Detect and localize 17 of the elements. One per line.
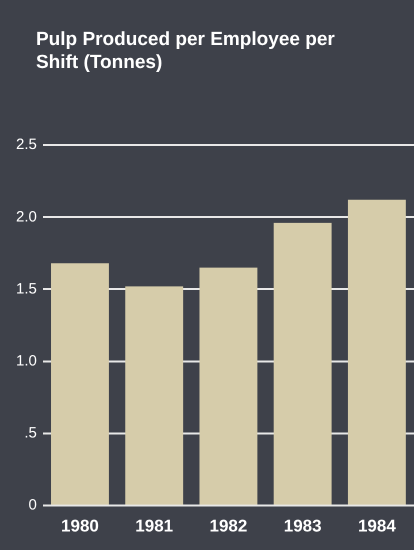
bar — [274, 222, 332, 505]
x-tick-label: 1983 — [284, 516, 322, 536]
y-tick-label: 2.0 — [16, 208, 37, 226]
bar — [199, 268, 258, 505]
x-tick-label: 1982 — [210, 516, 248, 536]
x-tick-label: 1980 — [61, 516, 99, 536]
y-tick-label: 0 — [28, 496, 37, 514]
chart-title: Pulp Produced per Employee per Shift (Tonnes) — [36, 28, 336, 74]
bar — [125, 286, 184, 505]
x-tick-label: 1981 — [135, 516, 174, 536]
y-tick-label: 1.0 — [16, 352, 37, 370]
bar — [51, 263, 109, 505]
y-tick-label: 2.5 — [16, 136, 37, 154]
bar — [348, 200, 406, 505]
y-tick-label: .5 — [24, 424, 37, 442]
x-tick-label: 1984 — [358, 516, 396, 536]
y-tick-label: 1.5 — [16, 280, 37, 298]
